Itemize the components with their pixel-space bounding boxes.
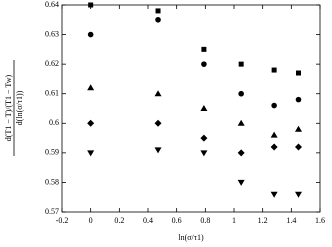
y-tick-label: 0.6 [49, 118, 59, 127]
y-tick-label: 0.59 [45, 148, 59, 157]
point [270, 191, 278, 198]
point [295, 125, 302, 132]
point [154, 147, 162, 154]
y-label-denominator: d(ln(σ/τ1)) [15, 90, 24, 125]
y-tick-label: 0.57 [45, 207, 59, 216]
point [200, 105, 208, 111]
x-tick-label: 0.4 [143, 216, 153, 225]
y-tick-label: 0.62 [45, 59, 59, 68]
y-axis-label: d(T1 − T)/(T1 − Tw) d(ln(σ/τ1)) [4, 60, 24, 156]
point [270, 131, 278, 138]
y-tick-label: 0.61 [45, 89, 59, 98]
x-tick-label: 1.2 [258, 216, 268, 225]
x-tick-label: 1.4 [286, 216, 296, 225]
x-axis-label: ln(σ/τ1) [178, 233, 204, 242]
point [155, 16, 161, 23]
point [237, 149, 245, 157]
point [87, 119, 95, 127]
point [295, 191, 302, 198]
point [271, 102, 277, 109]
point [88, 2, 94, 8]
y-label-numerator: d(T1 − T)/(T1 − Tw) [4, 74, 13, 141]
x-tick-label: 0 [89, 216, 93, 225]
point [200, 150, 208, 157]
plot-frame [61, 4, 321, 213]
point [200, 134, 208, 142]
x-tick-label: 1 [232, 216, 236, 225]
x-tick-label: 0.8 [200, 216, 210, 225]
point [295, 143, 302, 151]
point [237, 179, 245, 186]
point [270, 143, 278, 151]
point [295, 96, 302, 103]
y-tick-label: 0.58 [45, 177, 59, 186]
point [201, 46, 207, 52]
point [237, 119, 245, 126]
point [271, 67, 277, 73]
point [238, 90, 244, 97]
x-tick-label: -0.2 [56, 216, 69, 225]
point [87, 84, 95, 91]
y-tick-label: 0.63 [45, 29, 59, 38]
point [154, 119, 162, 127]
point [154, 90, 162, 97]
x-tick-label: 0.2 [114, 216, 124, 225]
x-tick-label: 0.6 [172, 216, 182, 225]
x-tick-label: 1.6 [315, 216, 325, 225]
point [155, 8, 161, 14]
point [296, 70, 301, 76]
point [238, 61, 244, 67]
point [201, 61, 207, 67]
y-tick-label: 0.64 [45, 0, 59, 9]
point [87, 31, 94, 38]
point [87, 150, 95, 157]
